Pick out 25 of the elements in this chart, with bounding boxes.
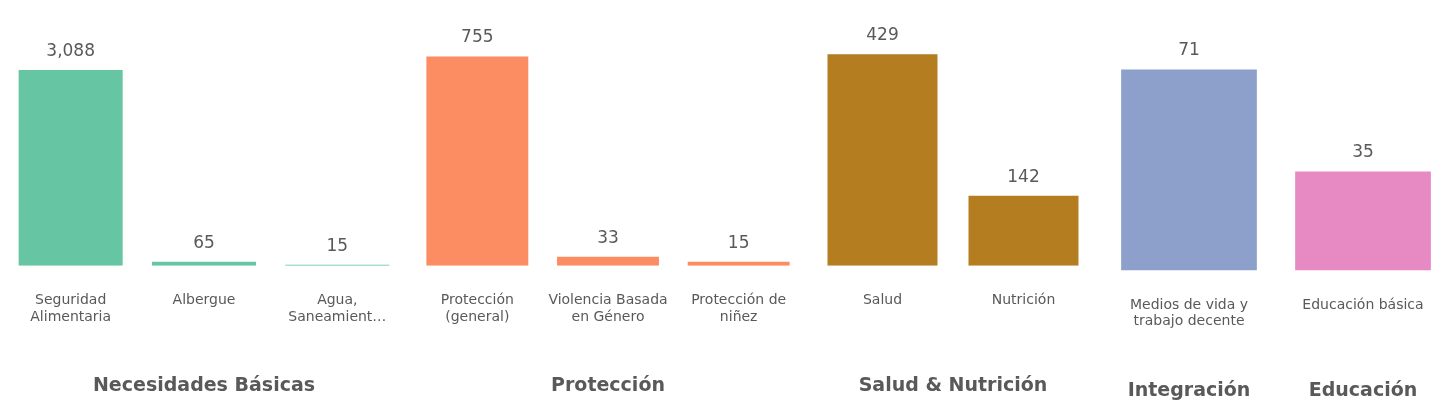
x-tick-label: Albergue bbox=[172, 290, 236, 307]
data-label: 33 bbox=[597, 226, 619, 247]
x-tick-label: Violencia Basada en Género bbox=[548, 290, 668, 324]
x-tick-label: Educación básica bbox=[1302, 295, 1424, 312]
x-tick-label: Agua, Saneamient… bbox=[288, 290, 387, 324]
x-tick-label: Seguridad Alimentaria bbox=[30, 290, 112, 324]
x-axis-title: Necesidades Básicas bbox=[92, 372, 316, 395]
data-label: 429 bbox=[866, 24, 899, 45]
text: Integración bbox=[1127, 378, 1251, 401]
x-tick-label: Salud bbox=[862, 290, 903, 307]
data-label: 71 bbox=[1178, 39, 1200, 60]
data-label: 142 bbox=[1007, 165, 1040, 186]
x-tick-label: Protección (general) bbox=[440, 290, 514, 324]
x-axis-title: Salud & Nutrición bbox=[858, 372, 1048, 395]
data-label: 35 bbox=[1352, 141, 1374, 162]
text: Educación bbox=[1308, 378, 1418, 401]
x-tick-label: Nutrición bbox=[991, 290, 1056, 307]
data-label: 15 bbox=[326, 234, 349, 255]
data-label: 755 bbox=[461, 26, 494, 47]
x-axis-title: Protección bbox=[551, 372, 665, 395]
data-label: 65 bbox=[193, 231, 215, 252]
x-tick-label: Protección de niñez bbox=[691, 290, 787, 324]
x-tick-label: Medios de vida y trabajo decente bbox=[1129, 295, 1249, 329]
data-label: 3,088 bbox=[46, 40, 95, 61]
data-label: 15 bbox=[727, 231, 750, 252]
